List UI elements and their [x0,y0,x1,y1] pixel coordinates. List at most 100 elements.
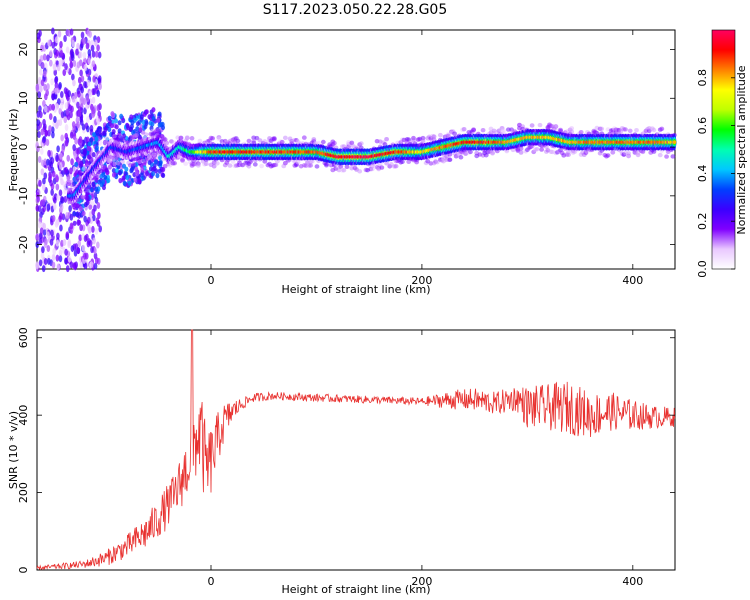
spectrogram-cell [36,119,41,127]
spectrogram-cell [58,162,63,170]
spectrogram-cell [64,139,69,147]
spectrogram-cell [43,70,47,78]
spectrogram-cell [37,155,42,163]
snr-xlabel: Height of straight line (km) [281,583,430,596]
spectrogram-cell [91,152,96,158]
spectrogram-cell [41,183,46,191]
spectrogram-cell [89,124,94,132]
figure-title: S117.2023.050.22.28.G05 [263,2,448,18]
spectrogram-cell [357,169,363,174]
spectrogram-cell [51,27,55,35]
spectrogram-cell [94,174,100,180]
spectrogram-cell [539,147,544,152]
spectrogram-cell [104,136,109,141]
spectrogram-cell [480,127,486,133]
spectrogram-cell [379,165,385,170]
spectrogram-cell [64,248,68,256]
spectrogram-cell [257,138,263,143]
spectrogram-cell [309,159,315,164]
spectrogram-cell [54,174,59,182]
spectrogram-cell [510,147,516,153]
spectrogram-cell [69,261,74,269]
spectrogram-cell [39,227,44,235]
spectrogram-cell [49,59,53,67]
spectrogram-cell [65,108,70,116]
spectrogram-cell [70,48,74,56]
spectrogram-cell [59,49,64,57]
spectrogram-cell [56,193,60,201]
spectrogram-cell [659,126,665,132]
spectrogram-cell [70,158,74,166]
spectrogram-cell [124,166,129,172]
spectrogram-cell [35,83,40,91]
spectrogram-cell [135,171,140,177]
spectrogram-cell [640,149,646,155]
spectrogram-cell [80,86,85,94]
y-tick-label: 400 [17,405,30,426]
spectrogram-cell [96,219,101,227]
spectrogram-cell [88,211,93,219]
spectrogram-cell [246,138,252,144]
spectrogram-cell [65,46,70,54]
spectrogram-cell [145,171,150,177]
spectrogram-cell [35,233,39,241]
spectrogram-cell [161,166,166,173]
spectrogram-cell [156,129,162,134]
spectrogram-cell [501,128,507,133]
colorbar-tick-label: 0.0 [696,260,709,278]
spectrogram-cell [65,265,70,273]
spectrogram-cell [94,136,99,142]
spectrogram-cell [64,257,68,265]
spectrogram-cell [137,177,142,184]
spectrogram-cell [97,77,101,85]
spectrogram-cell [69,213,74,221]
spectrogram-cell [77,240,82,248]
spectrogram-cell [144,120,149,126]
spectrogram-cell [83,64,88,72]
spectrogram-cell [40,251,45,259]
spectrogram-cell [48,113,53,121]
spectrogram-cell [91,181,96,187]
spectrogram-cell [85,42,90,50]
spectrogram-cell [83,81,87,89]
spectrogram-cell [664,154,669,159]
spectrogram-cell [216,136,222,142]
spectrogram-cell [114,167,119,174]
spectrogram-cell [279,139,285,145]
spectrogram-cell [153,159,158,165]
spectrogram-cell [79,69,83,77]
spectrogram-cell [54,76,58,84]
spectrogram-cell [58,59,63,67]
spectrogram-cell [162,137,168,142]
spectrogram-cell [82,166,87,171]
spectrogram-cell [103,127,108,133]
spectrogram-cell [36,145,40,153]
spectrogram-cell [64,132,69,140]
spectrogram-cell [51,215,56,223]
spectrogram-cell [583,150,589,156]
spectrogram-cell [50,188,54,196]
spectrogram-cell [42,177,46,185]
spectrogram-cell [41,198,46,206]
spectrogram-cell [86,116,90,124]
spectrogram-cell [37,91,42,99]
spectrogram-cell [46,83,50,91]
spectrogram-cell [59,152,63,160]
spectrogram-cell [471,128,476,133]
spectrogram-cell [48,125,52,133]
spectrogram-cell [70,53,75,61]
spectrogram-cell [46,158,50,166]
spectrogram-cell [42,118,46,126]
spectrogram-cell [74,161,79,167]
spectrogram-cell [83,201,88,208]
y-tick-label: 200 [17,482,30,503]
spectrogram-cell [94,50,99,58]
spectrogram-cell [78,205,83,212]
spectrogram-cell [96,171,102,176]
spectrogram-cell [79,224,83,232]
spectrogram-cell [157,111,162,117]
spectrogram-cell [43,172,48,180]
spectrogram-cell [91,50,96,58]
spectrogram-cell [83,252,87,260]
spectrogram-cell [60,134,64,142]
